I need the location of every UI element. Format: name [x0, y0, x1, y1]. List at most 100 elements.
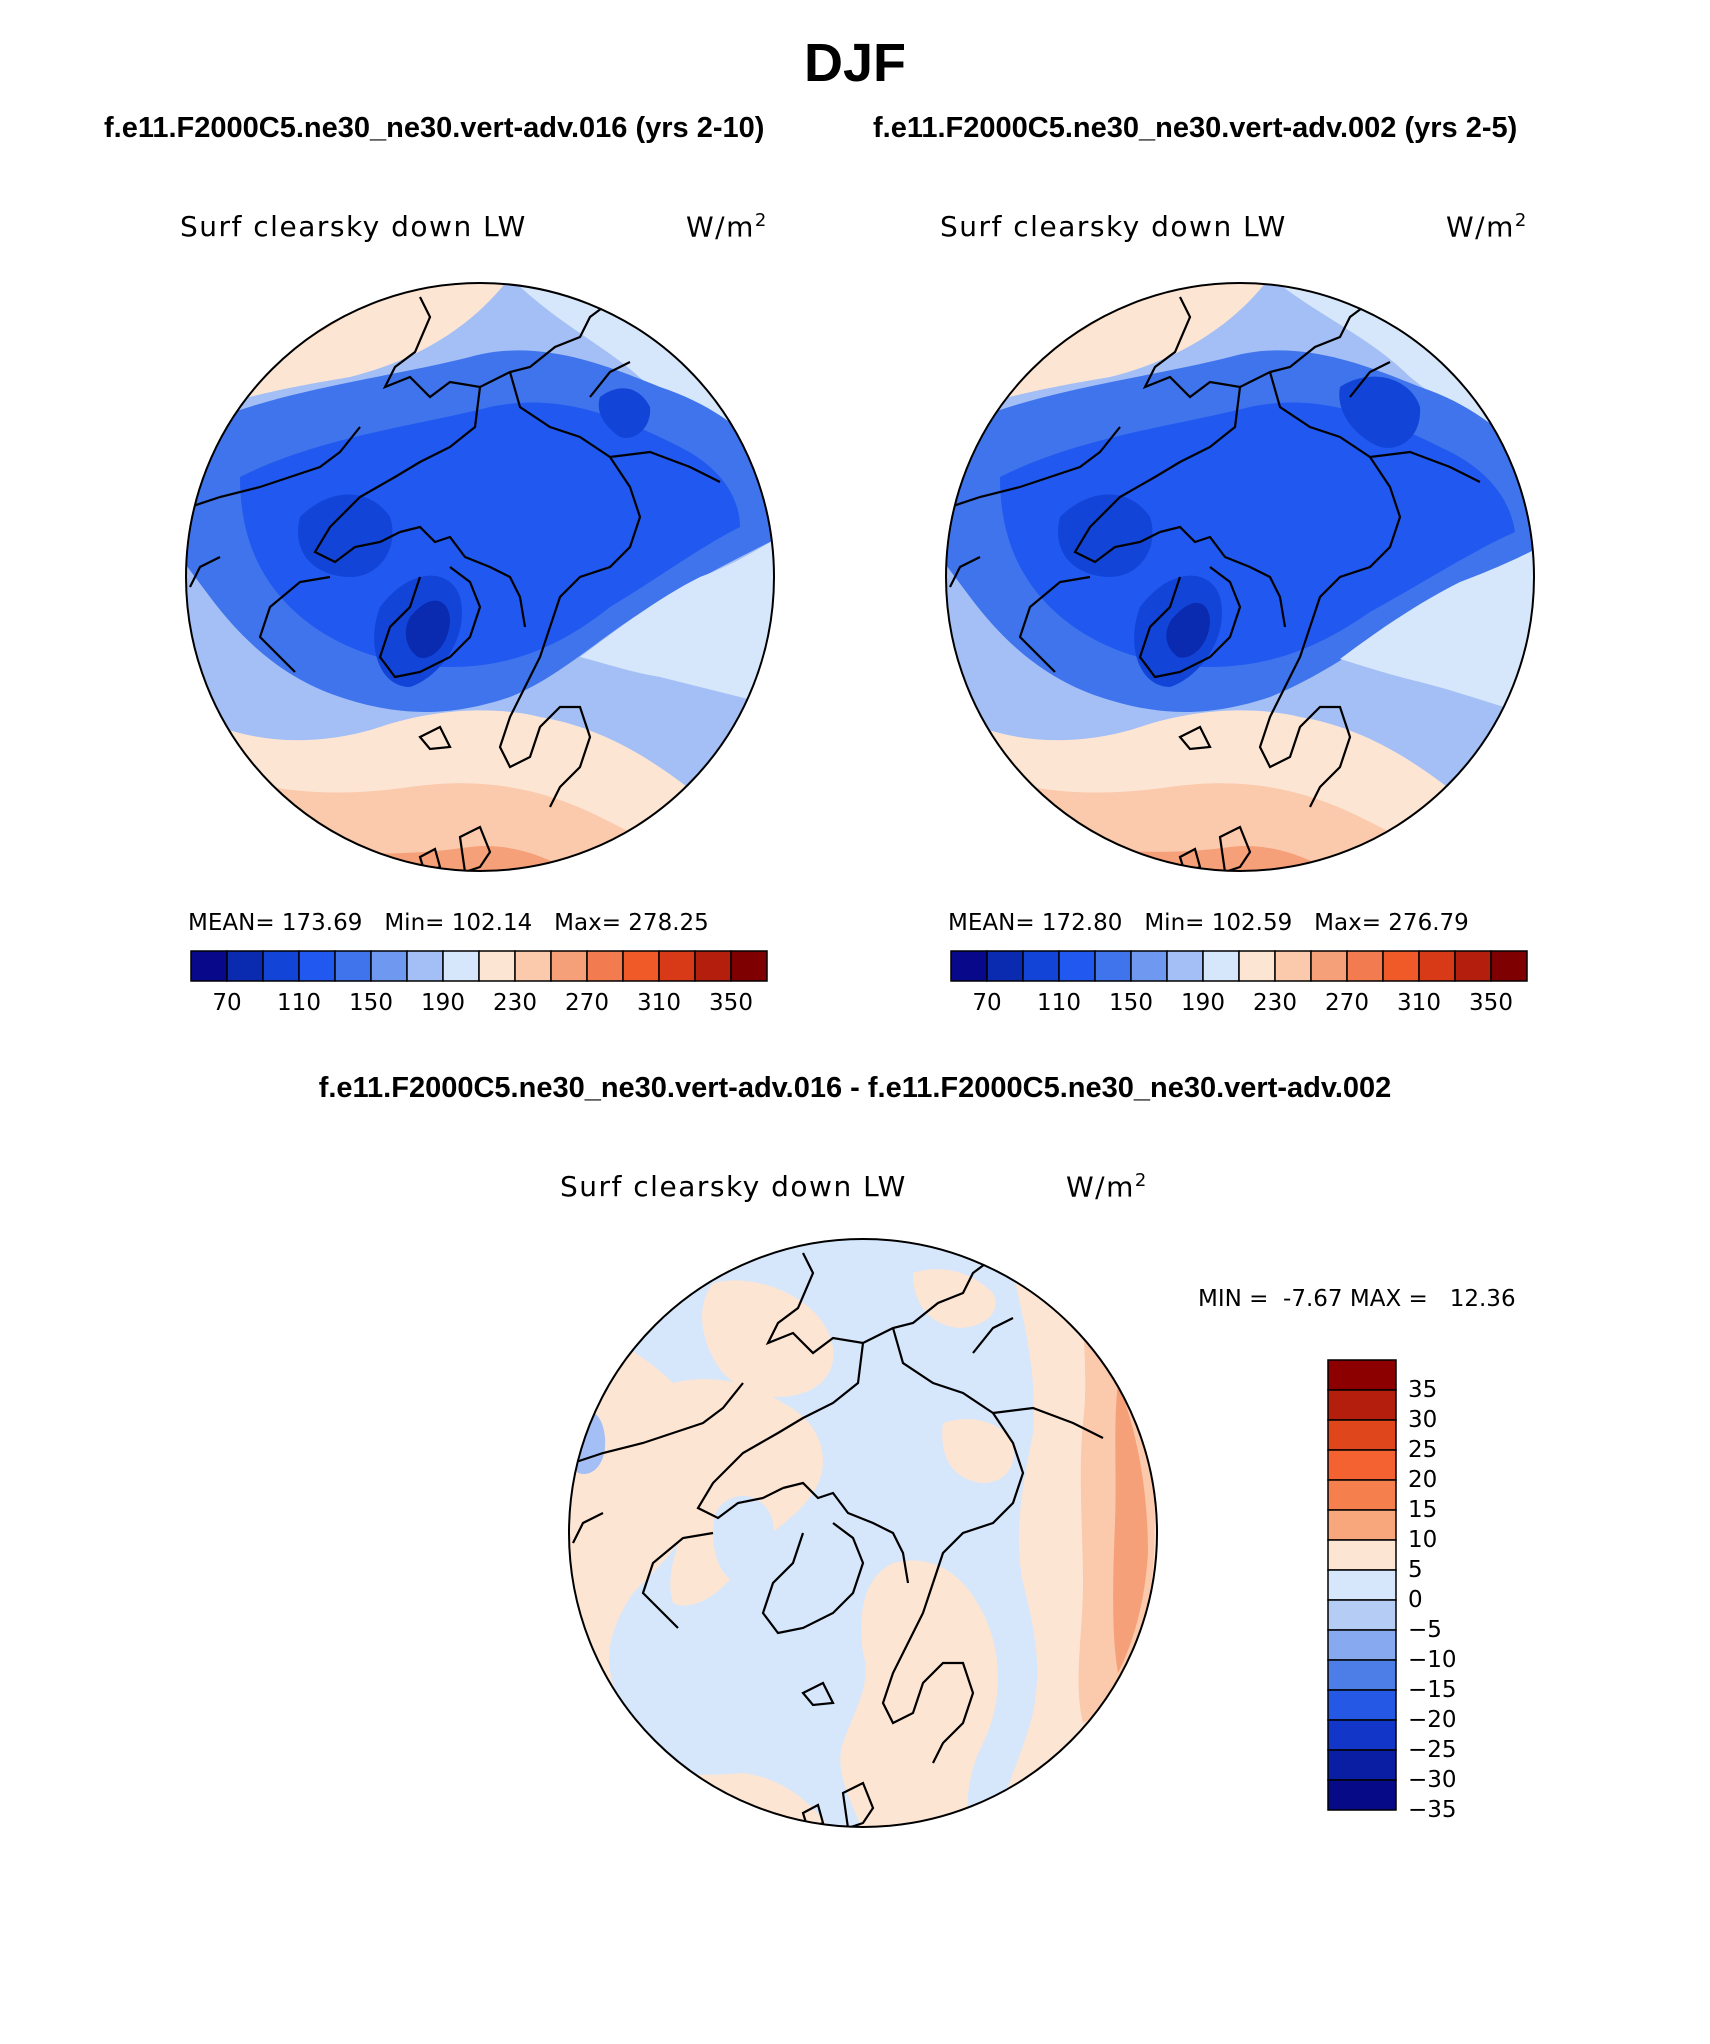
- case-title-right: f.e11.F2000C5.ne30_ne30.vert-adv.002 (yr…: [873, 112, 1518, 144]
- colorbar-swatch: [1327, 1479, 1397, 1511]
- colorbar-swatch: [730, 950, 768, 982]
- colorbar-swatch: [694, 950, 732, 982]
- colorbar-tick-label: 10: [1408, 1527, 1438, 1553]
- colorbar-tick-label: 230: [493, 990, 537, 1016]
- colorbar-tick-label: 350: [709, 990, 753, 1016]
- colorbar-tick-label: −25: [1408, 1737, 1457, 1763]
- colorbar-tick-label: −30: [1408, 1767, 1457, 1793]
- colorbar-tick-label: 270: [1325, 990, 1369, 1016]
- colorbar-swatch: [1238, 950, 1276, 982]
- stats-diff: MIN = -7.67 MAX = 12.36: [1198, 1286, 1516, 1312]
- colorbar-tick-label: 190: [1181, 990, 1225, 1016]
- colorbar-swatch: [1327, 1569, 1397, 1601]
- page-title: DJF: [803, 33, 906, 93]
- colorbar-swatch: [1327, 1779, 1397, 1811]
- colorbar-swatch: [1327, 1419, 1397, 1451]
- colorbar-tick-label: 0: [1408, 1587, 1423, 1613]
- colorbar-tick-label: 5: [1408, 1557, 1423, 1583]
- colorbar-diff: [1327, 1359, 1397, 1811]
- colorbar-tick-label: 150: [1109, 990, 1153, 1016]
- case-title-left: f.e11.F2000C5.ne30_ne30.vert-adv.016 (yr…: [104, 112, 765, 144]
- colorbar-swatch: [226, 950, 264, 982]
- colorbar-swatch: [586, 950, 624, 982]
- colorbar-tick-label: 150: [349, 990, 393, 1016]
- colorbar-swatch: [1094, 950, 1132, 982]
- variable-label-left: Surf clearsky down LW: [180, 210, 527, 243]
- colorbar-swatch: [1022, 950, 1060, 982]
- colorbar-diff-ticks: 35 30 25 20 15 10 5 0 −5 −10 −15 −20 −25 −30 −35: [1408, 1360, 1488, 1823]
- units-label-diff: W/m2: [1066, 1170, 1148, 1204]
- polar-map-left: [185, 282, 775, 872]
- colorbar-swatch: [1346, 950, 1384, 982]
- colorbar-tick-label: −35: [1408, 1797, 1457, 1823]
- colorbar-swatch: [1327, 1719, 1397, 1751]
- colorbar-tick-label: 350: [1469, 990, 1513, 1016]
- colorbar-swatch: [1130, 950, 1168, 982]
- variable-label-diff: Surf clearsky down LW: [560, 1170, 907, 1203]
- colorbar-tick-label: 15: [1408, 1497, 1438, 1523]
- colorbar-swatch: [190, 950, 228, 982]
- colorbar-swatch: [1327, 1449, 1397, 1481]
- colorbar-swatch: [1490, 950, 1528, 982]
- colorbar-tick-label: 310: [637, 990, 681, 1016]
- colorbar-tick-label: 270: [565, 990, 609, 1016]
- colorbar-tick-label: −10: [1408, 1647, 1457, 1673]
- colorbar-swatch: [1327, 1749, 1397, 1781]
- polar-map-right: [945, 282, 1535, 872]
- colorbar-swatch: [1382, 950, 1420, 982]
- colorbar-swatch: [950, 950, 988, 982]
- colorbar-right: [950, 950, 1528, 982]
- colorbar-swatch: [1310, 950, 1348, 982]
- colorbar-swatch: [986, 950, 1024, 982]
- colorbar-tick-label: 190: [421, 990, 465, 1016]
- colorbar-swatch: [1327, 1359, 1397, 1391]
- colorbar-tick-label: 110: [277, 990, 321, 1016]
- colorbar-swatch: [622, 950, 660, 982]
- colorbar-swatch: [1327, 1389, 1397, 1421]
- colorbar-tick-label: −20: [1408, 1707, 1457, 1733]
- colorbar-swatch: [298, 950, 336, 982]
- colorbar-swatch: [658, 950, 696, 982]
- colorbar-swatch: [1327, 1539, 1397, 1571]
- colorbar-swatch: [1202, 950, 1240, 982]
- colorbar-tick-label: 30: [1408, 1407, 1438, 1433]
- stats-right: MEAN= 172.80 Min= 102.59 Max= 276.79: [948, 910, 1469, 936]
- colorbar-swatch: [1327, 1509, 1397, 1541]
- colorbar-tick-label: 70: [212, 990, 242, 1016]
- colorbar-left: [190, 950, 768, 982]
- colorbar-swatch: [1166, 950, 1204, 982]
- colorbar-tick-label: 35: [1408, 1377, 1438, 1403]
- colorbar-tick-label: 110: [1037, 990, 1081, 1016]
- colorbar-swatch: [1454, 950, 1492, 982]
- colorbar-swatch: [1327, 1629, 1397, 1661]
- colorbar-tick-label: 310: [1397, 990, 1441, 1016]
- colorbar-swatch: [1418, 950, 1456, 982]
- colorbar-swatch: [370, 950, 408, 982]
- colorbar-tick-label: 20: [1408, 1467, 1438, 1493]
- colorbar-swatch: [1327, 1599, 1397, 1631]
- variable-label-right: Surf clearsky down LW: [940, 210, 1287, 243]
- colorbar-left-ticks: 70 110 150 190 230 270 310 350: [191, 990, 767, 1020]
- colorbar-swatch: [550, 950, 588, 982]
- colorbar-tick-label: 25: [1408, 1437, 1438, 1463]
- colorbar-swatch: [514, 950, 552, 982]
- colorbar-swatch: [442, 950, 480, 982]
- colorbar-swatch: [262, 950, 300, 982]
- colorbar-swatch: [1327, 1659, 1397, 1691]
- colorbar-right-ticks: 70 110 150 190 230 270 310 350: [951, 990, 1527, 1020]
- colorbar-tick-label: −5: [1408, 1617, 1442, 1643]
- colorbar-swatch: [334, 950, 372, 982]
- stats-left: MEAN= 173.69 Min= 102.14 Max= 278.25: [188, 910, 709, 936]
- colorbar-tick-label: −15: [1408, 1677, 1457, 1703]
- colorbar-swatch: [406, 950, 444, 982]
- colorbar-tick-label: 70: [972, 990, 1002, 1016]
- colorbar-tick-label: 230: [1253, 990, 1297, 1016]
- units-label-left: W/m2: [686, 210, 768, 244]
- colorbar-swatch: [1058, 950, 1096, 982]
- units-label-right: W/m2: [1446, 210, 1528, 244]
- colorbar-swatch: [1327, 1689, 1397, 1721]
- colorbar-swatch: [1274, 950, 1312, 982]
- colorbar-swatch: [478, 950, 516, 982]
- polar-map-diff: [568, 1238, 1158, 1828]
- case-title-diff: f.e11.F2000C5.ne30_ne30.vert-adv.016 - f…: [318, 1072, 1392, 1104]
